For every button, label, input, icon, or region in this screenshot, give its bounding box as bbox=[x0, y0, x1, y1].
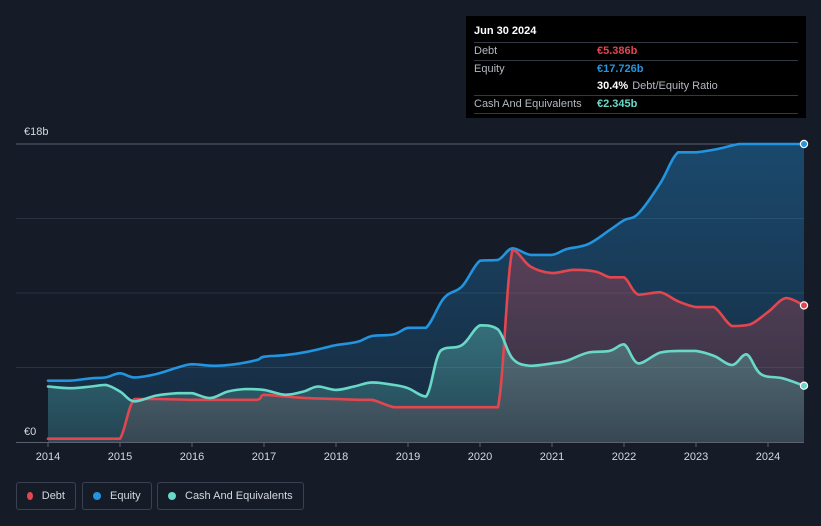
x-tick-label: 2015 bbox=[108, 451, 132, 463]
x-tick-label: 2022 bbox=[612, 451, 636, 463]
x-tick-label: 2024 bbox=[756, 451, 780, 463]
tooltip-equity-value: €17.726b bbox=[597, 63, 644, 75]
tooltip-ratio-row: 30.4% Debt/Equity Ratio bbox=[474, 78, 798, 95]
legend-debt-label: Debt bbox=[41, 490, 65, 502]
legend-cash-button[interactable]: Cash And Equivalents bbox=[157, 482, 304, 510]
equity-end-marker[interactable] bbox=[799, 139, 809, 149]
series-lines bbox=[46, 142, 806, 441]
tooltip-cash-label: Cash And Equivalents bbox=[474, 98, 582, 110]
equity-dot-icon bbox=[93, 492, 101, 500]
cash-dot-icon bbox=[168, 492, 176, 500]
tooltip-cash-row: Cash And Equivalents €2.345b bbox=[474, 95, 798, 114]
tooltip-ratio-label: Debt/Equity Ratio bbox=[632, 80, 718, 92]
tooltip-equity-row: Equity €17.726b bbox=[474, 60, 798, 78]
equity-line bbox=[46, 142, 806, 383]
x-tick-label: 2014 bbox=[36, 451, 60, 463]
tooltip-equity-label: Equity bbox=[474, 63, 505, 75]
cash-line bbox=[46, 324, 806, 403]
y-tick-bottom: €0 bbox=[24, 426, 36, 438]
cash-area bbox=[48, 325, 804, 442]
legend-debt-button[interactable]: Debt bbox=[16, 482, 76, 510]
tooltip-debt-value: €5.386b bbox=[597, 45, 638, 57]
debt-line bbox=[46, 248, 806, 441]
tooltip-debt-row: Debt €5.386b bbox=[474, 42, 798, 60]
tooltip-date: Jun 30 2024 bbox=[474, 25, 537, 37]
y-tick-top: €18b bbox=[24, 126, 48, 138]
x-tick-label: 2017 bbox=[252, 451, 276, 463]
series-end-markers bbox=[799, 139, 809, 390]
x-tick-label: 2023 bbox=[684, 451, 708, 463]
legend-equity-label: Equity bbox=[110, 490, 141, 502]
tooltip-ratio-value: 30.4% bbox=[597, 80, 629, 92]
debt-end-marker[interactable] bbox=[799, 301, 809, 310]
x-tick-label: 2019 bbox=[396, 451, 420, 463]
legend-equity-button[interactable]: Equity bbox=[82, 482, 152, 510]
cash-end-marker[interactable] bbox=[799, 381, 809, 390]
x-tick-label: 2018 bbox=[324, 451, 348, 463]
legend-cash-label: Cash And Equivalents bbox=[185, 490, 293, 502]
x-tick-label: 2020 bbox=[468, 451, 492, 463]
debt-dot-icon bbox=[27, 492, 33, 500]
x-tick-label: 2016 bbox=[180, 451, 204, 463]
tooltip-cash-value: €2.345b bbox=[597, 98, 638, 110]
series-areas bbox=[48, 144, 804, 442]
x-axis-ticks: 2014 2015 2016 2017 2018 2019 2020 2021 2022 2023… bbox=[36, 442, 780, 463]
x-tick-label: 2021 bbox=[540, 451, 564, 463]
tooltip-debt-label: Debt bbox=[474, 45, 498, 57]
data-tooltip: Jun 30 2024 Debt €5.386b Equity €17.726b… bbox=[466, 16, 806, 118]
